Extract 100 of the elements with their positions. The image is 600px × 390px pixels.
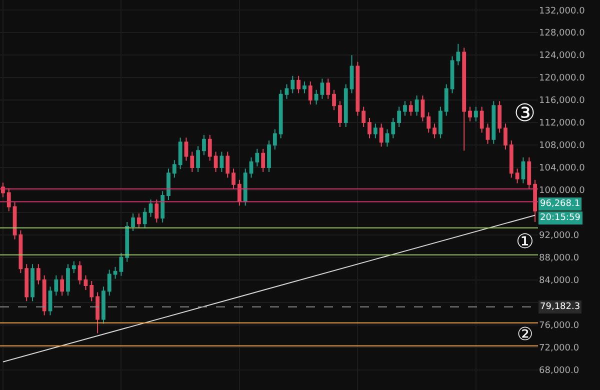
candlestick — [107, 269, 112, 296]
text: 20:15:59 — [540, 213, 581, 223]
ref-line-label: 79,182.3 — [540, 302, 580, 312]
candlestick — [84, 274, 88, 290]
candlestick — [408, 100, 413, 116]
candlestick — [527, 156, 532, 190]
candlestick — [96, 292, 100, 334]
candlestick — [1, 182, 5, 198]
annotation: ① — [516, 229, 534, 253]
candlestick — [261, 148, 266, 172]
candlestick — [344, 84, 348, 128]
candlestick — [521, 156, 526, 184]
y-tick-label: 76,000.0 — [539, 320, 580, 331]
candlestick — [320, 78, 324, 100]
candlestick — [166, 168, 170, 201]
candlestick — [302, 80, 306, 94]
candlestick — [332, 89, 336, 111]
y-tick-label: 124,000.0 — [539, 51, 586, 62]
candlestick — [397, 106, 402, 128]
candlestick — [278, 89, 283, 139]
candlestick — [308, 80, 312, 106]
candlestick — [78, 260, 82, 285]
candlestick — [196, 146, 200, 172]
candlestick — [444, 84, 448, 116]
candlestick — [102, 286, 106, 324]
candlestick — [272, 128, 277, 150]
candlestick — [226, 151, 230, 178]
candlestick — [414, 95, 419, 116]
candlestick — [220, 151, 224, 172]
candlestick — [178, 137, 182, 170]
y-tick-label: 72,000.0 — [539, 343, 580, 354]
candlestick — [456, 43, 460, 66]
candlestick — [90, 280, 94, 302]
candlestick — [314, 89, 318, 106]
candlestick — [232, 168, 236, 190]
y-tick-label: 68,000.0 — [539, 366, 580, 376]
candlestick — [30, 264, 34, 302]
candlestick — [480, 106, 484, 134]
y-tick-label: 108,000.0 — [539, 141, 586, 152]
candlestick — [18, 230, 23, 274]
candlestick — [290, 75, 295, 94]
candlestick — [379, 123, 384, 148]
candlestick — [54, 274, 58, 296]
candlestick — [515, 168, 520, 184]
candlestick — [172, 160, 176, 178]
candlestick — [202, 134, 206, 156]
candlestick — [385, 128, 390, 148]
y-tick-label: 128,000.0 — [539, 28, 586, 39]
candlestick — [420, 95, 425, 122]
candlestick — [438, 106, 442, 139]
candlestick — [338, 100, 342, 128]
y-tick-label: 92,000.0 — [539, 231, 580, 242]
y-tick-label: 120,000.0 — [539, 74, 586, 84]
candlestick — [160, 190, 165, 224]
candlestick — [426, 112, 431, 134]
candlestick — [450, 56, 454, 94]
candlestick — [184, 137, 188, 162]
candlestick — [350, 54, 354, 94]
candlestick — [509, 140, 514, 178]
y-tick-label: 132,000.0 — [539, 6, 586, 16]
y-tick-label: 112,000.0 — [539, 118, 586, 129]
candlestick — [462, 47, 466, 152]
y-tick-label: 88,000.0 — [539, 254, 580, 264]
candlestick — [368, 118, 372, 139]
candlestick — [486, 123, 490, 144]
y-tick-label: 100,000.0 — [539, 186, 586, 196]
candlestick — [136, 213, 141, 229]
candlestick — [474, 106, 478, 122]
candlestick — [492, 100, 496, 144]
candlestick — [243, 168, 248, 206]
candlestick — [326, 78, 330, 100]
candlestick — [6, 188, 11, 212]
candlestick — [432, 123, 436, 139]
candlestick — [468, 106, 472, 122]
y-tick-label: 116,000.0 — [539, 96, 586, 106]
candlestick — [119, 252, 124, 276]
candlestick — [403, 100, 407, 116]
candlestick — [131, 213, 135, 232]
candlestick — [24, 264, 29, 302]
annotation: ② — [517, 324, 534, 345]
candlestick — [148, 199, 153, 218]
candlestick — [373, 123, 378, 139]
candlestick — [391, 118, 396, 139]
candlestick — [214, 151, 218, 172]
annotation: ③ — [514, 99, 536, 127]
candlestick — [237, 179, 242, 206]
text: 96,268.1 — [540, 199, 580, 209]
candlestick — [125, 221, 130, 262]
candlestick — [42, 274, 46, 316]
candlestick — [48, 286, 52, 316]
candlestick — [208, 134, 212, 162]
candlestick — [190, 151, 194, 172]
candlestick — [284, 84, 289, 100]
candlestick — [255, 148, 260, 167]
y-tick-label: 84,000.0 — [539, 276, 580, 286]
candlestick — [66, 264, 70, 296]
candlestick — [362, 106, 366, 128]
candlestick — [533, 179, 537, 222]
candlestick — [504, 123, 508, 150]
candlestick — [498, 100, 502, 134]
